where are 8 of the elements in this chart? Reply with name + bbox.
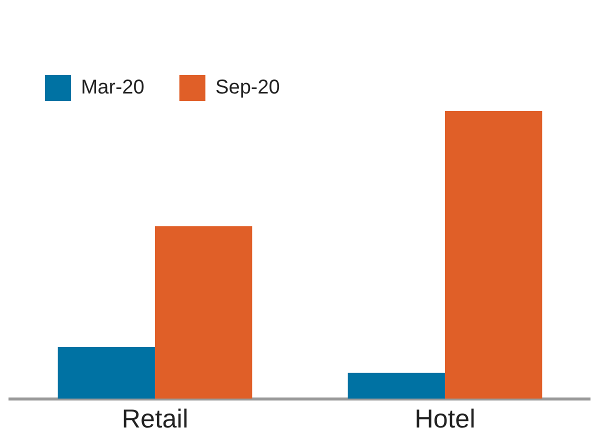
bar <box>58 346 155 399</box>
bar <box>155 226 252 399</box>
bar <box>445 111 542 399</box>
legend-label: Mar-20 <box>81 76 144 99</box>
legend-label: Sep-20 <box>215 76 280 99</box>
bar <box>348 372 445 399</box>
x-tick-label: Hotel <box>414 404 476 434</box>
x-tick-label: Retail <box>122 404 188 434</box>
